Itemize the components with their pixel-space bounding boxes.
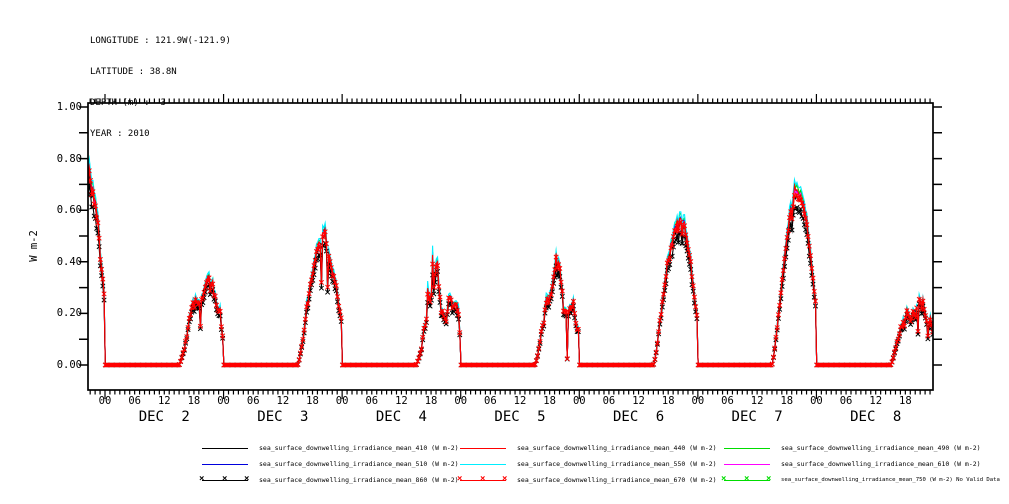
x-hour-label: 06 [246,395,260,407]
legend-entry: × × × sea_surface_downwelling_irradiance_me… [199,474,459,486]
legend-entry: sea_surface_downwelling_irradiance_mean_… [202,458,459,470]
legend-entry: × × × sea_surface_downwelling_irradiance_me… [457,474,717,486]
legend-line-icon [460,479,506,481]
legend-line-icon [460,463,506,465]
legend-label: sea_surface_downwelling_irradiance_mean_… [259,460,459,468]
legend-label: sea_surface_downwelling_irradiance_mean_… [259,444,459,452]
y-tick-label: 0.00 [56,359,82,371]
x-marker-icon: × [502,474,508,484]
x-hour-label: 00 [98,395,112,407]
x-hour-label: 18 [424,395,438,407]
x-hour-label: 12 [395,395,408,407]
x-hour-label: 12 [632,395,645,407]
x-marker-icon: × [222,474,228,484]
x-hour-label: 00 [217,395,230,407]
x-day-label: DEC 4 [375,409,427,425]
legend-swatch: × × × [721,474,772,485]
legend-swatch [202,459,248,469]
x-hour-label: 18 [306,395,319,407]
legend-swatch: × × × [199,474,250,485]
x-hour-label: 06 [365,395,379,407]
x-marker-icon: × [721,474,727,484]
x-hour-label: 18 [780,395,794,407]
x-day-label: DEC 5 [494,409,546,425]
legend-entry: sea_surface_downwelling_irradiance_mean_… [460,458,717,470]
x-hour-label: 06 [721,395,734,407]
legend-swatch [460,459,506,469]
legend-swatch [724,459,770,469]
x-hour-label: 00 [335,395,349,407]
y-axis-title: W m-2 [27,230,40,262]
legend-swatch: × × × [457,474,508,485]
y-tick-label: 1.00 [56,101,82,113]
x-hour-label: 18 [187,395,201,407]
x-marker-icon: × [199,474,205,484]
legend-line-icon [724,447,770,449]
x-hour-label: 00 [454,395,468,407]
y-tick-label: 0.20 [56,307,82,320]
legend-entry: sea_surface_downwelling_irradiance_mean_… [202,442,459,454]
legend-line-icon [202,479,248,481]
x-hour-label: 06 [839,395,853,407]
x-hour-label: 12 [157,395,171,407]
x-marker-icon: × [480,474,486,484]
legend-label: sea_surface_downwelling_irradiance_mean_… [781,477,1000,483]
x-marker-icon: × [457,474,463,484]
x-hour-label: 00 [691,395,705,407]
x-hour-label: 18 [661,395,675,407]
legend-entry: sea_surface_downwelling_irradiance_mean_… [460,442,717,454]
legend-line-icon [202,447,248,449]
legend-line-icon [724,479,770,481]
legend-label: sea_surface_downwelling_irradiance_mean_… [259,476,459,484]
legend-label: sea_surface_downwelling_irradiance_mean_… [781,460,981,468]
y-tick-label: 0.80 [56,152,82,165]
legend-line-icon [460,447,506,449]
x-hour-label: 12 [513,395,527,407]
legend-label: sea_surface_downwelling_irradiance_mean_… [517,476,717,484]
x-day-label: DEC 3 [257,409,309,425]
x-hour-label: 06 [602,395,616,407]
x-hour-label: 00 [810,395,823,407]
legend-label: sea_surface_downwelling_irradiance_mean_… [781,444,981,452]
legend-line-icon [724,463,770,465]
legend-entry: sea_surface_downwelling_irradiance_mean_… [724,442,981,454]
y-tick-label: 0.40 [56,255,82,268]
x-day-label: DEC 2 [138,409,190,425]
x-marker-icon: × [244,474,250,484]
legend-line-icon [202,463,248,465]
legend-swatch [202,443,248,453]
x-hour-label: 18 [899,395,912,407]
x-day-label: DEC 7 [731,409,783,425]
legend-label: sea_surface_downwelling_irradiance_mean_… [517,444,717,452]
legend-swatch [460,443,506,453]
x-hour-label: 06 [128,395,141,407]
legend-label: sea_surface_downwelling_irradiance_mean_… [517,460,717,468]
x-hour-label: 18 [543,395,556,407]
x-hour-label: 00 [572,395,586,407]
x-hour-label: 12 [276,395,290,407]
legend-entry: sea_surface_downwelling_irradiance_mean_… [724,458,981,470]
x-day-label: DEC 8 [850,409,902,425]
x-day-label: DEC 6 [612,409,665,425]
legend-entry: × × × sea_surface_downwelling_irradiance_me… [721,474,1000,486]
x-hour-label: 06 [484,395,497,407]
x-marker-icon: × [744,474,750,484]
x-marker-icon: × [766,474,772,484]
legend-swatch [724,443,770,453]
x-hour-label: 12 [869,395,883,407]
x-hour-label: 12 [750,395,764,407]
y-tick-label: 0.60 [56,204,82,217]
